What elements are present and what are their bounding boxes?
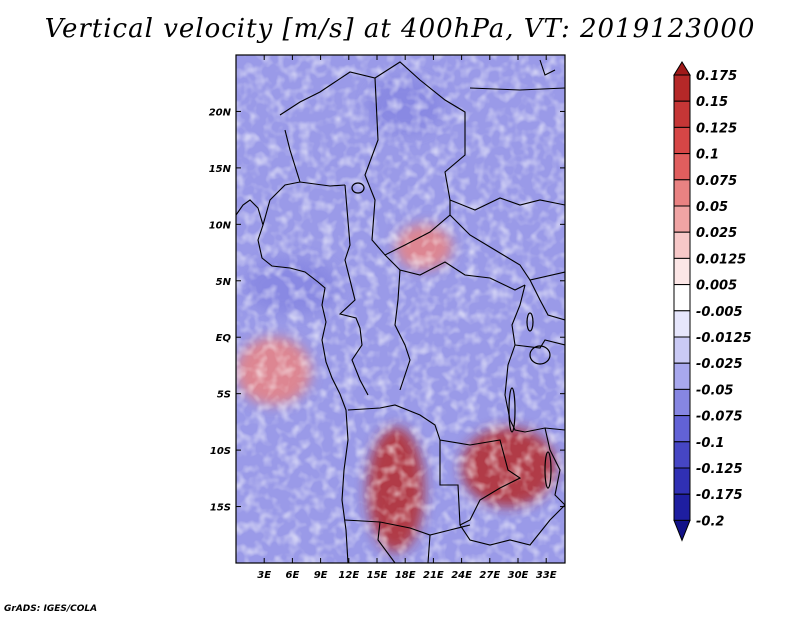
x-tick-label: 24E — [451, 570, 472, 581]
y-tick-label: 15N — [209, 164, 232, 175]
colorbar-label: 0.15 — [696, 95, 728, 110]
map-panel — [236, 55, 565, 563]
colorbar-label: -0.2 — [696, 514, 724, 529]
border-north — [279, 61, 565, 211]
colorbar-swatch — [673, 284, 691, 312]
border-botswana — [377, 521, 431, 563]
border-zambia — [439, 440, 565, 546]
x-tick-label: 18E — [395, 570, 416, 581]
colorbar-label: 0.025 — [696, 226, 737, 241]
x-tick-label: 12E — [338, 570, 359, 581]
x-tick-label: 9E — [314, 570, 328, 581]
border-libya — [469, 59, 565, 91]
colorbar-bottom-arrow — [673, 519, 691, 542]
colorbar-swatch — [673, 415, 691, 443]
x-tick-label: 6E — [286, 570, 300, 581]
latitude-axis: 20N 15N 10N 5N EQ 5S 10S 15S — [209, 107, 565, 514]
longitude-axis: 3E 6E 9E 12E 15E 18E 21E 24E 27E 30E 33E — [257, 55, 557, 581]
colorbar-swatch — [673, 74, 691, 102]
lake-albert — [526, 312, 534, 332]
y-tick-label: 15S — [210, 503, 231, 514]
y-tick-label: 5N — [216, 277, 232, 288]
x-tick-label: 33E — [536, 570, 557, 581]
border-drc-south — [347, 404, 522, 526]
lake-tanganyika — [508, 387, 516, 433]
y-tick-label: EQ — [216, 333, 232, 344]
y-tick-label: 10N — [209, 220, 232, 231]
colorbar-swatch — [673, 153, 691, 181]
border-sudan — [449, 214, 565, 281]
colorbar-label: -0.025 — [696, 357, 743, 372]
border-car — [384, 254, 526, 291]
lake-chad — [351, 182, 365, 194]
colorbar: 0.175 0.15 0.125 0.1 0.075 0.05 0.025 0.0125 0.0… — [673, 61, 752, 542]
colorbar-label: -0.175 — [696, 488, 743, 503]
colorbar-swatch — [673, 257, 691, 286]
colorbar-label: -0.005 — [696, 305, 743, 320]
colorbar-swatch — [673, 493, 691, 521]
grads-credit: GrADS: IGES/COLA — [4, 604, 98, 614]
country-borders — [236, 59, 565, 563]
colorbar-swatch — [673, 205, 691, 233]
colorbar-swatch — [673, 388, 691, 417]
colorbar-label: 0.1 — [696, 148, 719, 163]
border-central — [338, 184, 369, 396]
y-tick-label: 20N — [209, 107, 232, 118]
colorbar-swatch — [673, 126, 691, 155]
colorbar-label: 0.005 — [696, 279, 737, 294]
colorbar-label: 0.05 — [696, 200, 728, 215]
colorbar-label: 0.0125 — [696, 252, 746, 267]
colorbar-label: -0.125 — [696, 462, 743, 477]
x-tick-label: 15E — [367, 570, 388, 581]
colorbar-swatch — [673, 467, 691, 495]
coastline-west — [236, 199, 349, 563]
colorbar-label: 0.075 — [696, 174, 737, 189]
colorbar-swatch — [673, 362, 691, 390]
colorbar-label: -0.05 — [696, 383, 733, 398]
border-kenya-uganda — [514, 279, 565, 349]
texture-overlay — [236, 55, 565, 563]
colorbar-swatch — [673, 100, 691, 128]
colorbar-swatch — [673, 231, 691, 259]
colorbar-swatch — [673, 310, 691, 338]
colorbar-swatch — [673, 441, 691, 469]
x-tick-label: 30E — [508, 570, 529, 581]
x-tick-label: 3E — [257, 570, 271, 581]
lakes — [351, 182, 552, 489]
border-east-lakes — [504, 284, 565, 433]
border-angola-south — [344, 519, 471, 536]
chart-title: Vertical velocity [m/s] at 400hPa, VT: 2… — [44, 14, 756, 44]
colorbar-swatch — [673, 336, 691, 364]
colorbar-swatch — [673, 179, 691, 207]
colorbar-top-arrow — [673, 61, 691, 76]
border-tanzania — [544, 427, 565, 506]
colorbar-label: -0.0125 — [696, 331, 752, 346]
border-nigeria — [262, 129, 346, 226]
lake-malawi — [544, 451, 552, 489]
x-tick-label: 21E — [423, 570, 444, 581]
border-chad-west — [364, 77, 451, 256]
colorbar-label: -0.1 — [696, 436, 724, 451]
y-tick-label: 10S — [210, 446, 231, 457]
colorbar-label: 0.125 — [696, 121, 737, 136]
map-frame — [235, 54, 566, 564]
lake-victoria — [529, 345, 551, 365]
y-tick-label: 5S — [217, 390, 231, 401]
colorbar-label: -0.075 — [696, 410, 743, 425]
border-drc-north — [394, 269, 411, 391]
x-tick-label: 27E — [479, 570, 500, 581]
colorbar-label: 0.175 — [696, 69, 737, 84]
